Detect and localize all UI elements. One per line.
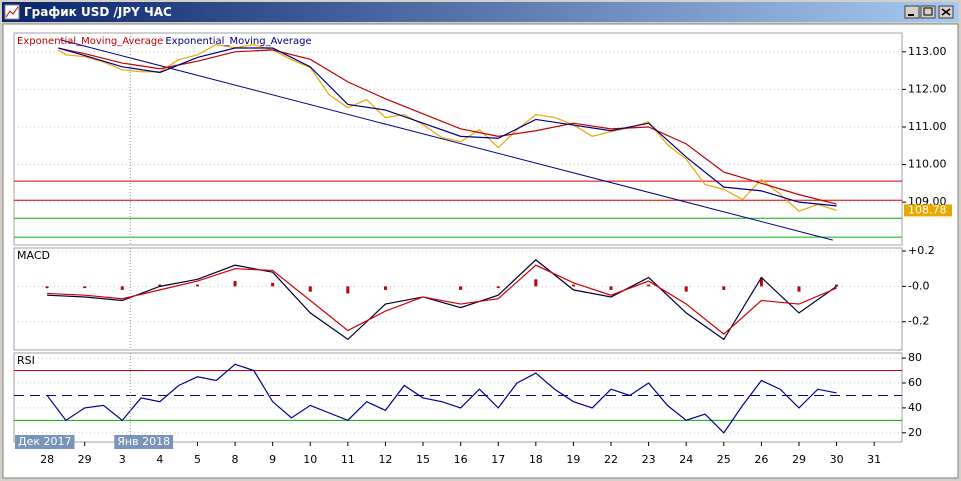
series-line: [58, 44, 837, 212]
x-tick-label: 5: [194, 453, 201, 466]
x-tick-label: 15: [416, 453, 430, 466]
window-icon: [4, 4, 20, 20]
x-tick-label: 16: [454, 453, 468, 466]
title-bar: [2, 2, 959, 22]
x-tick-label: 17: [491, 453, 505, 466]
x-tick-label: 10: [303, 453, 317, 466]
y-tick-label: 20: [908, 426, 922, 439]
y-tick-label: -0.2: [908, 315, 929, 328]
panel-title: MACD: [17, 249, 50, 262]
series-line: [46, 363, 837, 434]
x-tick-label: 3: [119, 453, 126, 466]
histogram-bar: [835, 284, 839, 287]
histogram-bar: [195, 284, 199, 287]
legend-entry: Exponential_Moving_Average: [165, 36, 311, 47]
panel: [13, 352, 903, 443]
panel-title: RSI: [17, 354, 35, 367]
x-tick-label: 23: [642, 453, 656, 466]
y-tick-label: 111.00: [908, 120, 947, 133]
histogram-bar: [308, 286, 312, 292]
x-tick-label: 28: [40, 453, 54, 466]
x-tick-label: 30: [830, 453, 844, 466]
x-tick-label: 29: [78, 453, 92, 466]
y-tick-label: +0.2: [908, 244, 935, 257]
trend-line: [60, 39, 833, 241]
period-label: Дек 2017: [18, 435, 72, 448]
last-price-box: [904, 204, 952, 217]
histogram-bar: [684, 286, 688, 292]
period-label: Янв 2018: [117, 435, 170, 448]
histogram-bar: [158, 284, 162, 287]
y-tick-label: 40: [908, 401, 922, 414]
series-line: [47, 259, 837, 341]
histogram-bar: [233, 281, 237, 287]
y-tick-label: -0.0: [908, 279, 929, 292]
histogram-bar: [496, 286, 500, 289]
x-tick-label: 11: [341, 453, 355, 466]
x-tick-label: 24: [679, 453, 693, 466]
x-tick-label: 12: [378, 453, 392, 466]
window-buttons[interactable]: [904, 5, 954, 19]
x-tick-label: 29: [792, 453, 806, 466]
histogram-bar: [797, 286, 801, 292]
x-tick-label: 31: [867, 453, 881, 466]
period-label-box: [114, 435, 174, 449]
histogram-bar: [722, 286, 726, 290]
histogram-bar: [571, 284, 575, 287]
histogram-bar: [120, 286, 124, 290]
x-tick-label: 26: [754, 453, 768, 466]
x-tick-label: 18: [529, 453, 543, 466]
y-tick-label: 113.00: [908, 45, 947, 58]
legend-entry: Exponential_Moving_Average: [17, 36, 163, 47]
histogram-bar: [83, 286, 87, 289]
last-price-label: 108.78: [908, 203, 947, 216]
series-line: [47, 264, 837, 335]
panel: [13, 247, 903, 351]
panel-content: [14, 250, 902, 341]
histogram-bar: [383, 286, 387, 290]
x-tick-label: 22: [604, 453, 618, 466]
x-tick-label: 9: [269, 453, 276, 466]
histogram-bar: [647, 284, 651, 287]
panel: [13, 32, 903, 246]
maximize-icon: [923, 7, 933, 16]
x-tick-label: 19: [566, 453, 580, 466]
y-tick-label: 110.00: [908, 158, 947, 171]
histogram-bar: [759, 277, 763, 287]
histogram-bar: [534, 279, 538, 287]
close-icon: [941, 8, 951, 16]
histogram-bar: [271, 282, 275, 287]
period-label-box: [15, 435, 75, 449]
y-tick-label: 60: [908, 376, 922, 389]
x-tick-label: 8: [232, 453, 239, 466]
panel-content: [14, 39, 902, 241]
series-line: [58, 47, 837, 207]
x-tick-label: 4: [156, 453, 163, 466]
window-icon-graph: [5, 6, 19, 18]
histogram-bar: [459, 286, 463, 290]
panel-content: [14, 357, 902, 434]
histogram-bar: [609, 286, 613, 290]
histogram-bar: [45, 286, 49, 289]
y-tick-label: 80: [908, 351, 922, 364]
minimize-button[interactable]: [904, 5, 920, 19]
x-tick-label: 25: [717, 453, 731, 466]
histogram-bar: [346, 286, 350, 294]
window-title: График USD /JPY ЧАС: [24, 5, 172, 19]
y-tick-label: 112.00: [908, 82, 947, 95]
